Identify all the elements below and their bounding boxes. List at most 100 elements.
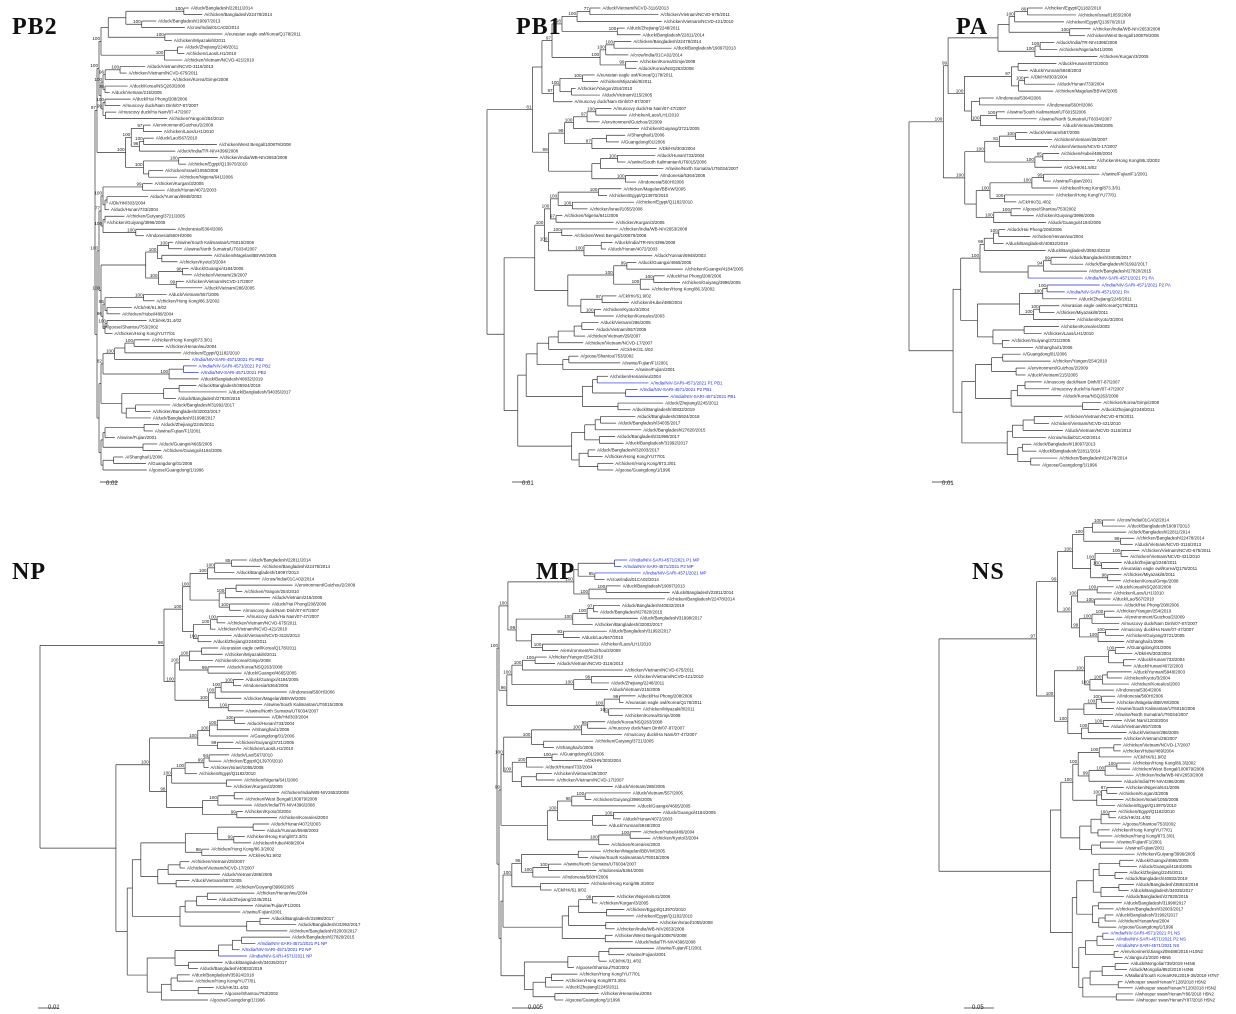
tip-label: A/chicken/Hong Kong/873.3/01 <box>1060 186 1121 191</box>
tip-label: A/chicken/Vietnam/NCVD-675/2011 <box>660 12 730 17</box>
tip-label: A/chicken/Vietnam/NCVD-421/2010 <box>634 674 704 679</box>
bootstrap-value: 100 <box>117 147 125 152</box>
tip-label: A/goose/Guangdong/1/1996 <box>1042 463 1097 468</box>
tip-label: A/duck/Mongolia/852/2019 H4N6 <box>1129 967 1194 972</box>
tip-label: A/chicken/Kyoto/3/2004 <box>180 259 227 264</box>
tip-label-study-isolate: A/India/NIV-SARI-4571/2021 P1 PB1 <box>650 380 723 385</box>
bootstrap-value: 100 <box>174 604 182 609</box>
tip-label: A/duck/Vietnam/286/2005 <box>615 784 666 789</box>
tip-label: A/Mallard/South Korea/KNU2019-35/2019 H7… <box>1125 973 1220 978</box>
tip-label: A/crow/India/01CA02/2014 <box>607 577 660 582</box>
tip-label: A/chicken/Laos/LH1/2010 <box>186 51 237 56</box>
tip-label: A/duck/Bangladesh/34035/2017 <box>225 960 288 965</box>
bootstrap-value: 99 <box>978 239 984 244</box>
bootstrap-labels: 7710010098100100991009710010097100971008… <box>526 6 653 312</box>
bootstrap-value: 100 <box>1093 694 1101 699</box>
tip-label: A/duck/Bangladesh/27820/2015 <box>292 935 355 940</box>
tip-label: A/Dk/HN/303/2004 <box>584 758 621 763</box>
tip-label: A/chicken/Vietnam/29/2007 <box>191 859 245 864</box>
tip-label: A/duck/Bangladesh/34035/2017 <box>1069 255 1132 260</box>
tip-label: A/chicken/Israel/1055/2008 <box>210 765 264 770</box>
tip-label: A/Guangdong/01/2006 <box>1023 352 1068 357</box>
bootstrap-value: 100 <box>1100 809 1108 814</box>
bootstrap-value: 100 <box>170 156 178 161</box>
bootstrap-value: 100 <box>149 247 157 252</box>
tip-label: A/eurasian eagle owl/Korea/Q178/2011 <box>1121 566 1198 571</box>
bootstrap-value: 100 <box>1096 609 1104 614</box>
bootstrap-value: 97 <box>596 294 602 299</box>
tip-label: A/chicken/Magelan/BBVW/2005 <box>1117 700 1180 705</box>
tip-label: A/Dk/HN/303/2004 <box>659 146 696 151</box>
tip-label: A/Ck/HK/31.4/02 <box>149 318 182 323</box>
tip-label: A/swine/Fujian/F1/2001 <box>1101 172 1147 177</box>
tip-label: A/duck/Bangladesh/19097/2013 <box>158 19 221 24</box>
tip-label: A/chicken/India/WB-NIV2653/2008 <box>617 926 685 931</box>
tip-label: A/chicken/Vietnam/NCVD-421/2010 <box>218 627 288 632</box>
bootstrap-value: 100 <box>1069 591 1077 596</box>
tip-label: A/duck/Zhejiang/2248/2011 <box>1124 560 1178 565</box>
bootstrap-value: 100 <box>549 806 557 811</box>
tip-label: A/duck/Vietnam/215/2005 <box>112 90 163 95</box>
tree-ns: A/crow/India/01CA02/2014A/duck/Banglades… <box>938 518 1220 1009</box>
tip-label: A/duck/Bangladesh/40832/2019 <box>632 407 695 412</box>
tip-label-study-isolate: A/India/NIV-SARI-4571/2021 P1 NS <box>1110 931 1180 936</box>
bootstrap-value: 81 <box>993 136 999 141</box>
tip-label: A/environment/Jiangxi/08488/2015 H10N2 <box>1120 949 1203 954</box>
tip-label: A/muscovy duck/Ha Nam/07-47/2007 <box>118 110 191 115</box>
tip-label: A/Indonesia/560H/2006 <box>146 233 192 238</box>
tip-label: A/Dk/HN/303/2004 <box>109 201 146 206</box>
bootstrap-value: 100 <box>106 348 114 353</box>
tip-label: A/swine/Fujian/F1/2001 <box>656 946 702 951</box>
tip-label: A/chicken/Hong Kong/YU77/01 <box>580 972 641 977</box>
bootstrap-value: 100 <box>98 318 106 323</box>
bootstrap-value: 99 <box>543 147 549 152</box>
tip-label: A/swine/Fujian/F1/2001 <box>255 903 301 908</box>
bootstrap-value: 100 <box>988 110 996 115</box>
tip-label: A/chicken/Henan/wu/2004 <box>1118 919 1170 924</box>
tip-label: A/chicken/Hong Kong/873.3/01 <box>1114 833 1175 838</box>
bootstrap-value: 100 <box>1006 11 1014 16</box>
bootstrap-value: 100 <box>1108 761 1116 766</box>
bootstrap-value: 100 <box>972 115 980 120</box>
bootstrap-value: 100 <box>1097 627 1105 632</box>
tip-label: A/chicken/Henan/wu/2004 <box>610 374 662 379</box>
bootstrap-value: 100 <box>206 563 214 568</box>
tip-label: A/swine/South Kalimantan/UT6015/2006 <box>264 702 344 707</box>
bootstrap-value: 100 <box>1061 27 1069 32</box>
tip-label: A/chicken/Vietnam/NCVD-675/2011 <box>1064 414 1134 419</box>
tip-label: A/Indonesia/5364/2006 <box>243 683 289 688</box>
tip-label: A/duck/Vietnam/215/2005 <box>610 687 661 692</box>
tip-label: A/chicken/Vietnam/NCVD-421/2010 <box>664 19 734 24</box>
tip-label: A/muscovy duck/Ha Nam/07-47/2007 <box>613 106 686 111</box>
tip-label: A/chicken/India/WB-NIV2653/2008 <box>1135 773 1203 778</box>
tip-label: A/chicken/Egypt/Q1182/2010 <box>1045 6 1102 11</box>
tip-label: A/chicken/Yangon/254/2010 <box>1053 359 1108 364</box>
tip-label: A/environment/Guizhou/2/2009 <box>560 648 621 653</box>
tip-label: A/chicken/Kyoto/3/2004 <box>603 307 650 312</box>
tip-label: A/goose/Shantou/753/2002 <box>225 991 279 996</box>
tip-label: A/swine/North Sumatra/UT6034/2007 <box>246 708 320 713</box>
tip-label: A/chicken/India/WB-NIV2653/2008 <box>620 226 688 231</box>
scale-label-ns: 0.05 <box>972 1005 984 1011</box>
bootstrap-value: 100 <box>181 582 189 587</box>
tip-label: A/duck/Vietnam/215/2005 <box>602 93 653 98</box>
bootstrap-value: 100 <box>578 608 586 613</box>
bootstrap-value: 100 <box>200 695 208 700</box>
bootstrap-value: 87 <box>586 138 592 143</box>
bootstrap-value: 100 <box>564 200 572 205</box>
tip-label: A/duck/Guangxi/4184/2005 <box>1139 864 1193 869</box>
bootstrap-value: 100 <box>645 274 653 279</box>
bootstrap-value: 100 <box>1093 560 1101 565</box>
bootstrap-value: 100 <box>518 757 526 762</box>
bootstrap-value: 99 <box>510 625 516 630</box>
bootstrap-value: 100 <box>1025 309 1033 314</box>
bootstrap-value: 98 <box>586 895 592 900</box>
tip-label: A/chicken/Vietnam/NCVD-17/2007 <box>187 866 255 871</box>
bootstrap-value: 99 <box>202 665 208 670</box>
tip-label-study-isolate: A/India/NIV-SARI-4571/2021 P2 PB2 <box>199 363 272 368</box>
tip-label: A/chicken/Bangladesh/32003/2017 <box>153 409 221 414</box>
bootstrap-value: 98 <box>176 266 182 271</box>
tip-label: A/Jiangsu/1/2020 H5N6 <box>1124 955 1171 960</box>
scale-label-pb1: 0.01 <box>522 481 534 487</box>
tip-label: A/duck/Bangladesh/32003/2017 <box>597 447 660 452</box>
